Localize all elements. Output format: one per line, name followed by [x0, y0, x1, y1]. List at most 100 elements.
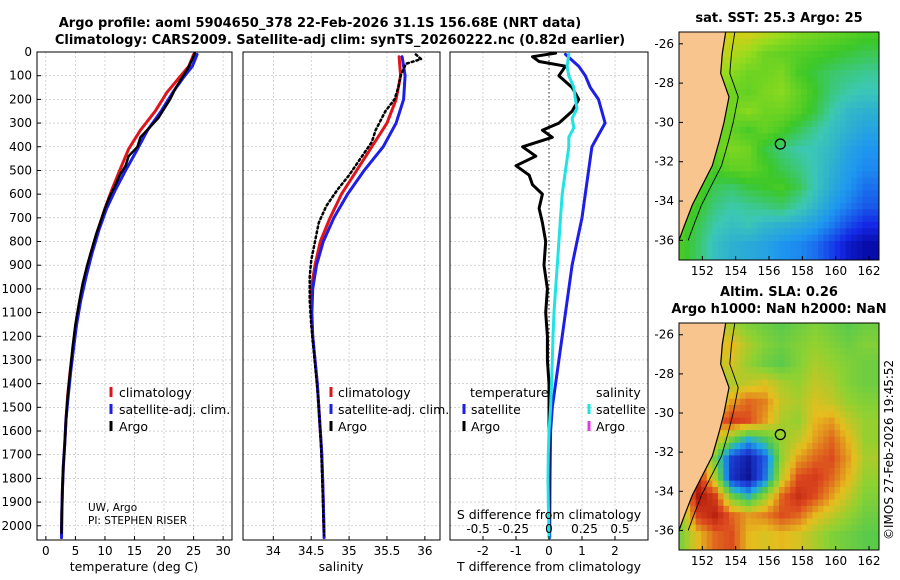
map-cell: [862, 184, 869, 191]
map-cell: [834, 108, 841, 115]
map-cell: [829, 392, 836, 400]
map-cell: [840, 101, 847, 109]
map-cell: [873, 89, 879, 96]
map-cell: [851, 196, 858, 204]
map-cell: [723, 51, 730, 58]
map-cell: [762, 411, 769, 419]
map-cell: [845, 499, 852, 507]
map-cell: [767, 404, 775, 412]
map-cell: [873, 51, 879, 58]
map-cell: [740, 499, 747, 507]
map-cell: [773, 89, 780, 96]
map-cell: [817, 411, 825, 419]
map-cell: [734, 455, 741, 463]
map-cell: [806, 404, 813, 412]
map-cell: [723, 505, 730, 513]
map-cell: [801, 76, 808, 84]
map-cell: [729, 373, 736, 381]
map-cell: [867, 367, 875, 375]
map-cell: [773, 499, 780, 507]
map-cell: [679, 234, 686, 242]
map-cell: [729, 120, 736, 128]
map-cell: [790, 455, 797, 463]
map-cell: [840, 253, 847, 260]
map-cell: [729, 215, 736, 223]
map-cell: [823, 455, 830, 463]
map-cell: [801, 348, 808, 356]
map-cell: [773, 222, 780, 229]
map-cell: [829, 417, 836, 425]
map-cell: [784, 537, 791, 545]
map-cell: [801, 518, 808, 526]
map-cell: [829, 89, 836, 96]
map-cell: [762, 537, 769, 545]
map-cell: [851, 241, 858, 248]
map-cell: [734, 63, 741, 71]
map-cell: [740, 152, 747, 160]
map-cell: [856, 512, 863, 520]
map-y-tick-label: -26: [654, 37, 674, 51]
map-cell: [829, 461, 836, 469]
map-cell: [701, 209, 708, 217]
map-cell: [745, 114, 752, 122]
map-cell: [767, 531, 775, 538]
map-cell: [784, 32, 791, 39]
map-cell: [834, 367, 841, 375]
map-cell: [756, 373, 763, 381]
x-tick-label: 5: [72, 544, 80, 558]
map-cell: [817, 392, 825, 400]
map-cell: [845, 537, 852, 545]
map-cell: [745, 241, 752, 248]
map-cell: [812, 455, 819, 463]
map-cell: [834, 449, 841, 457]
map-cell: [845, 455, 852, 463]
map-cell: [729, 531, 736, 538]
map-cell: [834, 57, 841, 65]
map-cell: [795, 468, 802, 475]
map-cell: [740, 133, 747, 141]
map-cell: [867, 38, 875, 46]
map-cell: [806, 537, 813, 545]
map-cell: [740, 63, 747, 71]
map-cell: [745, 152, 752, 160]
map-cell: [862, 241, 869, 248]
map-cell: [734, 524, 741, 532]
map-cell: [756, 247, 763, 255]
map-cell: [806, 348, 813, 356]
map-cell: [723, 354, 730, 362]
map-cell: [712, 209, 719, 217]
map-cell: [779, 480, 786, 488]
map-cell: [873, 505, 879, 513]
x-tick-label: 10: [97, 544, 112, 558]
map-cell: [856, 95, 863, 103]
map-cell: [856, 524, 863, 532]
map-cell: [834, 253, 841, 260]
map-cell: [817, 76, 825, 84]
map-cell: [767, 512, 775, 520]
map-cell: [717, 505, 725, 513]
map-cell: [790, 76, 797, 84]
map-cell: [867, 101, 875, 109]
map-cell: [840, 209, 847, 217]
map-cell: [690, 215, 697, 223]
map-cell: [779, 505, 786, 513]
map-cell: [773, 423, 780, 431]
map-cell: [834, 531, 841, 538]
map-cell: [840, 120, 847, 128]
map-cell: [751, 329, 758, 337]
map-cell: [867, 392, 875, 400]
map-cell: [845, 392, 852, 400]
map-cell: [862, 398, 869, 406]
land-area: [679, 323, 729, 550]
map-cell: [745, 234, 752, 242]
map-cell: [756, 423, 763, 431]
map-cell: [779, 341, 786, 349]
map-cell: [806, 505, 813, 513]
map-cell: [740, 354, 747, 362]
map-cell: [779, 247, 786, 255]
map-cell: [801, 101, 808, 109]
map-cell: [751, 524, 758, 532]
map-cell: [817, 203, 825, 210]
map-cell: [851, 480, 858, 488]
map-cell: [779, 543, 786, 550]
